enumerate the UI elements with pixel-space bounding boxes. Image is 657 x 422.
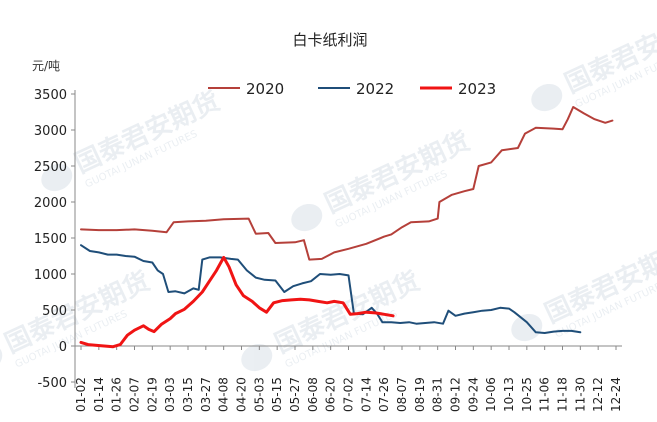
- watermark-logo-icon: [511, 313, 543, 342]
- x-tick-label: 08-07: [395, 377, 409, 412]
- x-tick-label: 12-24: [609, 377, 623, 412]
- x-tick-label: 10-06: [484, 377, 498, 412]
- y-tick-label: 500: [42, 304, 67, 319]
- x-tick-label: 01-14: [92, 377, 106, 412]
- series-line-2020: [80, 106, 614, 261]
- legend-label: 2022: [356, 80, 394, 98]
- x-tick-label: 12-12: [591, 377, 605, 412]
- x-tick-label: 07-14: [359, 377, 373, 412]
- x-tick-label: 03-27: [199, 377, 213, 412]
- x-tick-label: 11-18: [556, 377, 570, 412]
- x-tick-label: 10-25: [520, 377, 534, 412]
- legend-item-2022: 2022: [318, 80, 394, 98]
- x-tick-label: 03-03: [163, 377, 177, 412]
- x-tick-label: 11-30: [573, 377, 587, 412]
- y-axis-unit-label: 元/吨: [32, 59, 60, 73]
- x-tick-label: 03-15: [181, 377, 195, 412]
- legend-label: 2020: [246, 80, 284, 98]
- y-tick-label: 3500: [34, 88, 67, 103]
- watermark-logo-icon: [41, 163, 73, 192]
- y-tick-label: 0: [59, 340, 67, 355]
- x-tick-label: 09-12: [449, 377, 463, 412]
- x-tick-label: 01-02: [74, 377, 88, 412]
- x-tick-label: 11-06: [538, 377, 552, 412]
- y-axis: -500 0 500 1000 1500 2000 2500 3000 3500: [34, 88, 76, 391]
- x-tick-label: 04-08: [217, 377, 231, 412]
- legend-item-2020: 2020: [208, 80, 284, 98]
- series-line-2023: [79, 255, 395, 349]
- y-tick-label: 2000: [34, 196, 67, 211]
- chart-title: 白卡纸利润: [292, 31, 367, 49]
- x-tick-label: 10-13: [502, 377, 516, 412]
- x-tick-label: 02-19: [145, 377, 159, 412]
- x-tick-label: 07-26: [377, 377, 391, 412]
- series-line-2022: [80, 244, 582, 334]
- y-tick-label: 2500: [34, 160, 67, 175]
- watermark-text: 国泰君安期货: [320, 126, 474, 220]
- legend-item-2023: 2023: [420, 80, 496, 98]
- x-tick-label: 06-08: [306, 377, 320, 412]
- x-axis: 01-02 01-14 01-26 02-07 02-19 03-03 03-15 03-27…: [74, 345, 623, 412]
- watermark-logo-icon: [531, 83, 563, 112]
- x-tick-label: 09-24: [466, 377, 480, 412]
- x-tick-label: 07-02: [342, 377, 356, 412]
- x-tick-label: 05-27: [288, 377, 302, 412]
- watermark-logo-icon: [291, 203, 323, 232]
- legend: 2020 2022 2023: [208, 80, 496, 98]
- watermark-text: 国泰君安期货: [0, 266, 154, 360]
- x-tick-label: 01-26: [110, 377, 124, 412]
- x-tick-label: 06-20: [324, 377, 338, 412]
- series-layer: [79, 106, 614, 349]
- x-tick-label: 04-20: [235, 377, 249, 412]
- y-tick-label: 1500: [34, 232, 67, 247]
- watermark-text: 国泰君安期货: [270, 266, 424, 360]
- x-tick-label: 05-15: [270, 377, 284, 412]
- watermark-logo-icon: [241, 343, 273, 372]
- y-tick-label: 1000: [34, 268, 67, 283]
- watermark-text: 国泰君安期货: [70, 86, 224, 180]
- x-tick-label: 02-07: [128, 377, 142, 412]
- x-tick-label: 05-03: [252, 377, 266, 412]
- x-tick-label: 08-31: [431, 377, 445, 412]
- y-tick-label: -500: [37, 376, 67, 391]
- y-tick-label: 3000: [34, 124, 67, 139]
- legend-label: 2023: [458, 80, 496, 98]
- x-tick-label: 08-19: [413, 377, 427, 412]
